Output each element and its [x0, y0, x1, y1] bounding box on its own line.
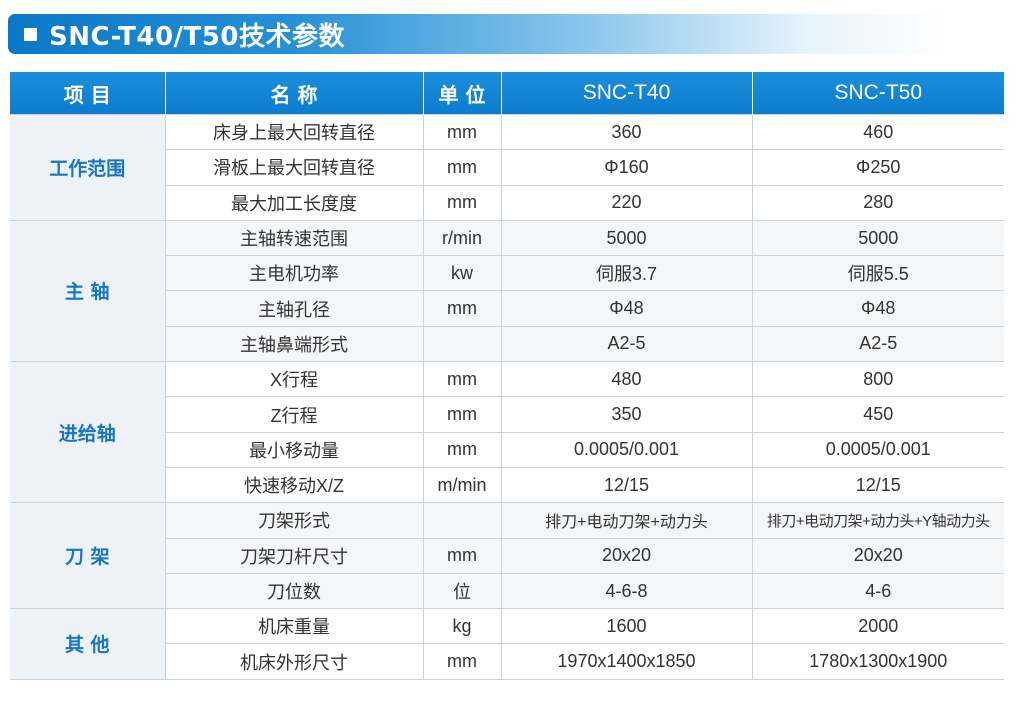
- t50-value: 排刀+电动刀架+动力头+Y轴动力头: [751, 502, 1004, 539]
- t50-value: 2000: [751, 608, 1004, 645]
- table-row: 刀 架 刀架形式 排刀+电动刀架+动力头 排刀+电动刀架+动力头+Y轴动力头: [10, 502, 1004, 610]
- table-row: Z行程 mm 350 450: [10, 396, 1004, 433]
- table-row: 工作范围 床身上最大回转直径 mm 360 460: [10, 113, 1004, 221]
- param-name: 主电机功率: [164, 255, 424, 292]
- table-row: 主轴孔径 mm Φ48 Φ48: [10, 290, 1004, 327]
- t40-value: 480: [500, 361, 753, 398]
- param-name: 快速移动X/Z: [164, 466, 424, 504]
- group-label: 进给轴: [10, 361, 166, 504]
- t50-value: 12/15: [751, 466, 1004, 504]
- square-bullet-icon: [24, 27, 37, 41]
- t50-value: 伺服5.5: [751, 255, 1004, 292]
- spec-table: 项 目 名 称 单 位 SNC-T40 SNC-T50 工作范围 床身上最大回转…: [10, 72, 1004, 680]
- param-unit: m/min: [422, 466, 502, 504]
- param-unit: [422, 502, 502, 539]
- group-label: 工作范围: [10, 114, 166, 221]
- param-unit: mm: [422, 396, 502, 433]
- t50-value: 460: [751, 113, 1004, 151]
- title-banner: SNC-T40/T50技术参数: [8, 14, 948, 54]
- group-label: 其 他: [10, 608, 166, 680]
- table-row: 滑板上最大回转直径 mm Φ160 Φ250: [10, 149, 1004, 186]
- param-unit: kw: [422, 255, 502, 292]
- header-name: 名 称: [164, 72, 424, 115]
- table-row: 最大加工长度度 mm 220 280: [10, 184, 1004, 221]
- table-row: 进给轴 X行程 mm 480 800: [10, 361, 1004, 504]
- t40-value: 1970x1400x1850: [500, 643, 753, 680]
- param-unit: [422, 325, 502, 363]
- param-unit: r/min: [422, 219, 502, 257]
- header-item: 项 目: [10, 72, 166, 115]
- t50-value: Φ48: [751, 290, 1004, 327]
- table-row: 主电机功率 kw 伺服3.7 伺服5.5: [10, 255, 1004, 292]
- group-label: 主 轴: [10, 219, 166, 363]
- t50-value: 450: [751, 396, 1004, 433]
- group-label: 刀 架: [10, 502, 166, 610]
- t50-value: 4-6: [751, 572, 1004, 610]
- param-name: 机床外形尺寸: [164, 643, 424, 680]
- table-row: 刀位数 位 4-6-8 4-6: [10, 572, 1004, 610]
- t50-value: 800: [751, 361, 1004, 398]
- t40-value: 350: [500, 396, 753, 433]
- table-row: 最小移动量 mm 0.0005/0.001 0.0005/0.001: [10, 431, 1004, 468]
- t50-value: A2-5: [751, 325, 1004, 363]
- t40-value: 4-6-8: [500, 572, 753, 610]
- header-model-t50: SNC-T50: [751, 72, 1004, 115]
- param-name: 主轴转速范围: [164, 219, 424, 257]
- param-unit: mm: [422, 149, 502, 186]
- param-name: 刀位数: [164, 572, 424, 610]
- t40-value: Φ160: [500, 149, 753, 186]
- header-model-t40: SNC-T40: [500, 72, 753, 115]
- param-unit: mm: [422, 290, 502, 327]
- param-name: 机床重量: [164, 608, 424, 645]
- param-unit: mm: [422, 643, 502, 680]
- param-unit: mm: [422, 184, 502, 221]
- t40-value: 20x20: [500, 537, 753, 574]
- param-name: X行程: [164, 361, 424, 398]
- param-name: 最大加工长度度: [164, 184, 424, 221]
- t40-value: 5000: [500, 219, 753, 257]
- param-unit: mm: [422, 431, 502, 468]
- t40-value: 360: [500, 113, 753, 151]
- table-row: 机床外形尺寸 mm 1970x1400x1850 1780x1300x1900: [10, 643, 1004, 680]
- table-row: 主轴鼻端形式 A2-5 A2-5: [10, 325, 1004, 363]
- t40-value: A2-5: [500, 325, 753, 363]
- param-unit: kg: [422, 608, 502, 645]
- table-row: 主 轴 主轴转速范围 r/min 5000 5000: [10, 219, 1004, 363]
- param-name: 主轴孔径: [164, 290, 424, 327]
- t40-value: 220: [500, 184, 753, 221]
- param-name: 滑板上最大回转直径: [164, 149, 424, 186]
- table-row: 快速移动X/Z m/min 12/15 12/15: [10, 466, 1004, 504]
- t50-value: 1780x1300x1900: [751, 643, 1004, 680]
- t40-value: 0.0005/0.001: [500, 431, 753, 468]
- t40-value: 排刀+电动刀架+动力头: [500, 502, 753, 539]
- param-name: Z行程: [164, 396, 424, 433]
- t40-value: 12/15: [500, 466, 753, 504]
- t50-value: Φ250: [751, 149, 1004, 186]
- t50-value: 20x20: [751, 537, 1004, 574]
- t40-value: 1600: [500, 608, 753, 645]
- table-row: 刀架刀杆尺寸 mm 20x20 20x20: [10, 537, 1004, 574]
- t40-value: Φ48: [500, 290, 753, 327]
- table-header-row: 项 目 名 称 单 位 SNC-T40 SNC-T50: [10, 72, 1004, 115]
- param-name: 最小移动量: [164, 431, 424, 468]
- param-name: 床身上最大回转直径: [164, 113, 424, 151]
- page-title: SNC-T40/T50技术参数: [49, 21, 345, 52]
- header-unit: 单 位: [422, 72, 502, 115]
- param-unit: mm: [422, 361, 502, 398]
- param-name: 刀架形式: [164, 502, 424, 539]
- t50-value: 0.0005/0.001: [751, 431, 1004, 468]
- table-row: 其 他 机床重量 kg 1600 2000: [10, 608, 1004, 680]
- t50-value: 280: [751, 184, 1004, 221]
- t50-value: 5000: [751, 219, 1004, 257]
- param-unit: mm: [422, 537, 502, 574]
- param-unit: 位: [422, 572, 502, 610]
- param-name: 主轴鼻端形式: [164, 325, 424, 363]
- param-name: 刀架刀杆尺寸: [164, 537, 424, 574]
- param-unit: mm: [422, 113, 502, 151]
- t40-value: 伺服3.7: [500, 255, 753, 292]
